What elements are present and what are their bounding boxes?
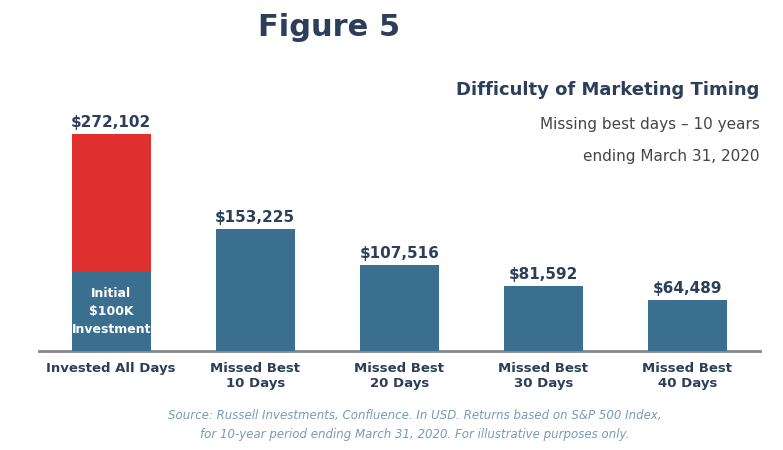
Text: $153,225: $153,225 [215,210,295,225]
Text: $64,489: $64,489 [653,280,722,296]
Bar [503,286,583,351]
Text: Figure 5: Figure 5 [258,14,400,42]
Text: Initial
$100K
Investment: Initial $100K Investment [71,287,151,336]
Bar [215,229,295,351]
Text: $107,516: $107,516 [359,246,439,261]
Text: ending March 31, 2020: ending March 31, 2020 [583,148,760,163]
Text: $81,592: $81,592 [509,267,578,282]
Text: Missing best days – 10 years: Missing best days – 10 years [539,117,760,132]
Bar [359,265,439,351]
Bar [71,271,151,351]
Text: Source: Russell Investments, Confluence. In USD. Returns based on S&P 500 Index,: Source: Russell Investments, Confluence.… [168,409,662,441]
Bar [648,300,727,351]
Text: Difficulty of Marketing Timing: Difficulty of Marketing Timing [456,81,760,99]
Bar [71,134,151,271]
Text: $272,102: $272,102 [71,115,151,130]
